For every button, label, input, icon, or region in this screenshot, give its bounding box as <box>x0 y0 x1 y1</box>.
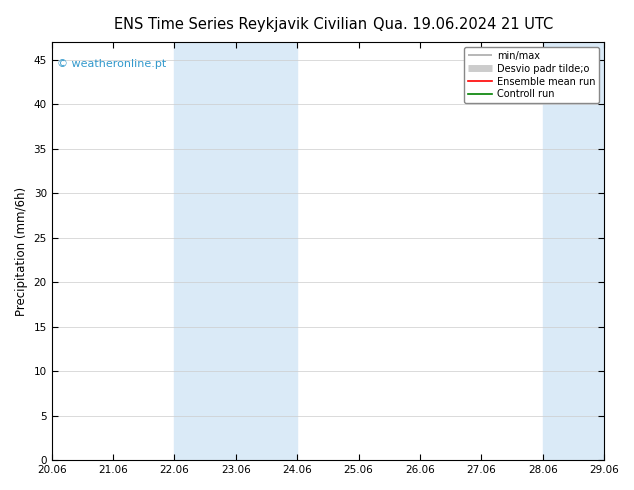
Bar <box>543 42 604 460</box>
Y-axis label: Precipitation (mm/6h): Precipitation (mm/6h) <box>15 187 28 316</box>
Bar <box>174 42 297 460</box>
Text: Qua. 19.06.2024 21 UTC: Qua. 19.06.2024 21 UTC <box>373 17 553 32</box>
Text: ENS Time Series Reykjavik Civilian: ENS Time Series Reykjavik Civilian <box>114 17 368 32</box>
Text: © weatheronline.pt: © weatheronline.pt <box>57 59 167 69</box>
Legend: min/max, Desvio padr tilde;o, Ensemble mean run, Controll run: min/max, Desvio padr tilde;o, Ensemble m… <box>464 47 599 103</box>
